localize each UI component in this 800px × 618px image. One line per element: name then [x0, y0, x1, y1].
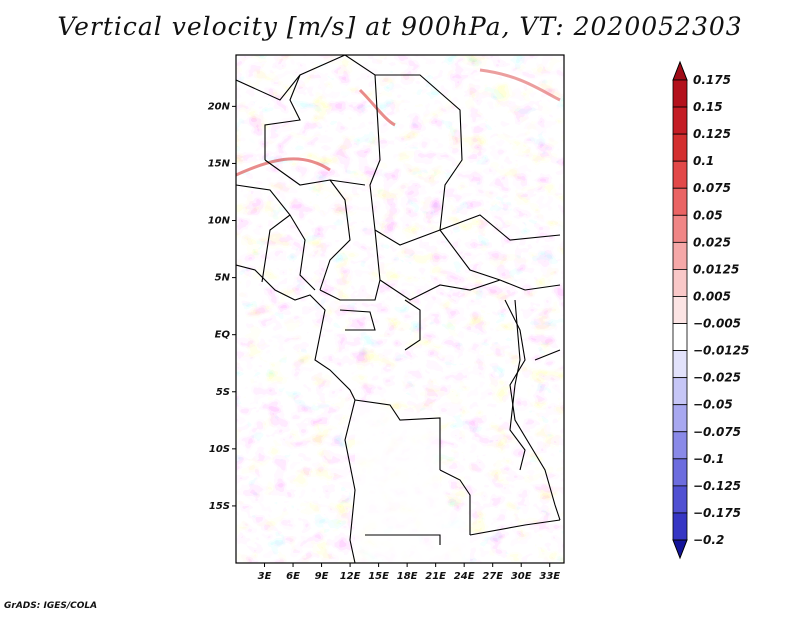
colorbar-label: −0.05 — [693, 398, 733, 412]
colorbar-label: −0.0125 — [693, 344, 749, 358]
colorbar-segment — [672, 296, 688, 324]
colorbar-label: 0.175 — [693, 73, 731, 87]
x-tick-label: 21E — [425, 571, 446, 582]
y-tick-label: 5N — [215, 273, 231, 284]
colorbar-label: 0.075 — [693, 181, 731, 195]
colorbar-segment — [672, 485, 688, 514]
colorbar-segment — [672, 269, 688, 297]
x-tick-label: 30E — [511, 571, 532, 582]
y-tick-label: 10N — [208, 216, 231, 227]
colorbar-label: 0.125 — [693, 127, 731, 141]
colorbar-label: 0.05 — [693, 208, 723, 222]
colorbar-label: 0.005 — [693, 289, 731, 303]
colorbar-segment — [672, 404, 688, 433]
colorbar-label: 0.15 — [693, 100, 723, 114]
colorbar-segment — [672, 187, 688, 216]
y-tick-label: 10S — [209, 444, 230, 455]
colorbar-segment — [672, 160, 688, 189]
y-tick-label: 20N — [208, 101, 231, 112]
y-tick-label: EQ — [215, 330, 231, 341]
colorbar-label: −0.1 — [693, 452, 724, 466]
x-tick-label: 15E — [368, 571, 389, 582]
x-tick-label: 27E — [482, 571, 503, 582]
x-tick-label: 12E — [340, 571, 361, 582]
y-tick-label: 5S — [216, 387, 230, 398]
country-boundaries — [236, 55, 561, 563]
x-tick-label: 9E — [315, 571, 329, 582]
colorbar-top-arrow — [672, 60, 688, 81]
colorbar-label: −0.075 — [693, 425, 741, 439]
axis-ticks: 3E 6E 9E 12E 15E 18E 21E 24E 27E 30E 33E 20N 15N 10N 5… — [208, 101, 561, 582]
colorbar-label: 0.025 — [693, 235, 731, 249]
colorbar-segment — [672, 512, 688, 541]
credit-label: GrADS: IGES/COLA — [4, 601, 98, 611]
colorbar-segment — [672, 350, 688, 379]
colorbar-label: 0.1 — [693, 154, 714, 168]
y-tick-label: 15N — [208, 158, 231, 169]
map-frame — [235, 54, 565, 564]
colorbar-label: −0.005 — [693, 317, 741, 331]
x-tick-label: 3E — [258, 571, 272, 582]
colorbar-segment — [672, 241, 688, 270]
velocity-field — [236, 55, 564, 563]
colorbar-label: −0.125 — [693, 479, 741, 493]
colorbar: 0.175 0.15 0.125 0.1 0.075 0.05 0.025 0.0125 0.0… — [672, 60, 749, 560]
colorbar-label: −0.175 — [693, 506, 741, 520]
chart-title: Vertical velocity [m/s] at 900hPa, VT: 2… — [57, 12, 743, 41]
colorbar-segment — [672, 106, 688, 135]
x-tick-label: 6E — [286, 571, 300, 582]
colorbar-label: −0.025 — [693, 371, 741, 385]
colorbar-label: −0.2 — [693, 533, 724, 547]
colorbar-segment — [672, 458, 688, 487]
colorbar-label: 0.0125 — [693, 262, 739, 276]
colorbar-segment — [672, 377, 688, 406]
x-tick-label: 18E — [397, 571, 418, 582]
y-tick-label: 15S — [209, 501, 230, 512]
colorbar-segment — [672, 323, 688, 351]
colorbar-segment — [672, 214, 688, 243]
x-tick-label: 24E — [454, 571, 475, 582]
colorbar-bottom-arrow — [672, 539, 688, 560]
colorbar-segment — [672, 79, 688, 108]
x-tick-label: 33E — [539, 571, 560, 582]
colorbar-segment — [672, 431, 688, 460]
colorbar-segment — [672, 133, 688, 162]
